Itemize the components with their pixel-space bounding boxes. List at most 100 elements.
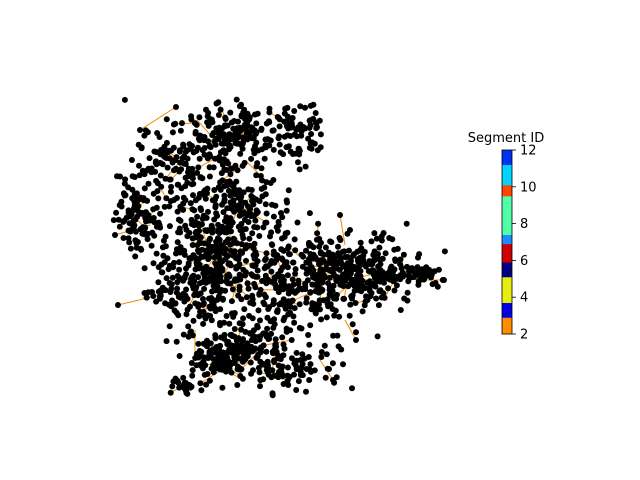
network-node [227, 171, 234, 178]
network-node [307, 361, 314, 368]
colorbar-tick-label: 6 [520, 254, 528, 269]
network-node [162, 233, 169, 240]
network-node [153, 250, 160, 257]
network-node [177, 159, 184, 166]
network-node [206, 164, 213, 171]
network-node [174, 239, 181, 246]
network-node [165, 266, 172, 273]
network-node [337, 256, 344, 263]
network-node [378, 237, 385, 244]
network-node [209, 229, 216, 236]
network-node [432, 280, 439, 286]
network-node [299, 351, 306, 358]
network-node [361, 302, 368, 309]
network-node [275, 222, 282, 229]
network-node [197, 380, 204, 387]
network-node [248, 155, 255, 162]
network-node [252, 217, 259, 224]
network-node [219, 161, 226, 168]
network-node [375, 302, 382, 309]
network-node [176, 148, 183, 155]
network-node [168, 281, 175, 288]
network-node [378, 294, 385, 301]
network-node [248, 370, 255, 377]
network-node [172, 165, 179, 172]
network-node [213, 125, 220, 132]
network-node [312, 310, 319, 317]
network-node [156, 222, 163, 229]
network-node [271, 321, 278, 328]
network-node [228, 342, 235, 349]
network-node [191, 278, 198, 285]
network-node [184, 233, 191, 240]
network-node [269, 127, 276, 134]
network-node [281, 118, 288, 125]
network-node [280, 381, 287, 387]
network-node [376, 244, 383, 251]
network-node [168, 147, 175, 154]
network-node [329, 251, 336, 258]
network-node [257, 317, 263, 324]
network-node [240, 315, 247, 322]
network-node [194, 169, 201, 176]
network-node [403, 220, 410, 227]
network-node [365, 261, 372, 267]
network-node [206, 353, 213, 360]
network-node [176, 259, 183, 266]
network-node [233, 96, 240, 103]
network-node [175, 216, 182, 223]
network-node [212, 335, 219, 342]
network-node [310, 270, 316, 277]
network-node [207, 340, 214, 347]
network-node [212, 141, 219, 148]
network-node [201, 274, 208, 281]
network-node [296, 301, 303, 308]
network-node [201, 285, 208, 292]
network-node [201, 151, 208, 158]
network-node [275, 273, 281, 280]
network-node [375, 251, 381, 257]
network-node [220, 147, 227, 154]
network-node [215, 136, 222, 143]
network-node [302, 280, 309, 287]
network-node [163, 275, 170, 282]
network-edge [200, 369, 223, 384]
network-node [305, 256, 312, 262]
network-node [206, 237, 213, 244]
network-node [131, 222, 138, 229]
network-node [196, 265, 203, 272]
network-node [349, 292, 356, 299]
network-node [223, 158, 230, 165]
network-node [179, 120, 185, 127]
network-node [237, 373, 244, 379]
network-node [236, 366, 243, 373]
network-node [167, 198, 174, 205]
network-node [197, 240, 204, 246]
network-node [197, 348, 203, 355]
network-node [196, 114, 203, 121]
network-node [269, 390, 276, 397]
network-node [399, 273, 406, 280]
network-node [276, 133, 283, 140]
network-node [154, 188, 161, 195]
network-node [168, 183, 175, 190]
network-node [293, 387, 300, 393]
network-node [209, 197, 216, 204]
network-node [195, 164, 202, 171]
network-node [189, 143, 195, 149]
network-node [261, 291, 268, 298]
network-node [231, 236, 238, 243]
network-node [283, 325, 290, 332]
network-node [173, 289, 180, 296]
network-node [295, 145, 302, 152]
network-node [324, 365, 331, 372]
network-node [333, 291, 340, 298]
network-node [189, 367, 196, 374]
network-node [161, 203, 168, 210]
network-node [428, 271, 435, 278]
colorbar-tick-label: 8 [520, 217, 528, 232]
colorbar-tick-label: 2 [520, 328, 528, 343]
network-node [314, 230, 321, 237]
network-node [346, 312, 353, 319]
network-node [201, 137, 207, 144]
